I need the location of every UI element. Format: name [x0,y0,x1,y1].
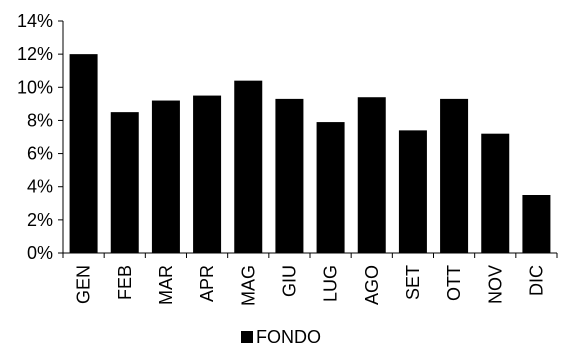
y-tick-label: 14% [17,11,53,31]
y-tick-label: 4% [27,177,53,197]
y-tick-label: 0% [27,243,53,263]
x-tick-label-mag: MAG [238,265,258,306]
bar-ott [440,98,469,253]
x-tick-label-ago: AGO [362,265,382,305]
bar-gen [69,54,98,254]
bar-lug [316,122,345,253]
x-tick-label-nov: NOV [485,265,505,304]
x-tick-label-giu: GIU [279,265,299,297]
bar-set [398,130,427,253]
x-tick-label-dic: DIC [526,265,546,296]
bar-feb [110,112,139,254]
bar-mag [234,80,263,254]
x-tick-label-mar: MAR [156,265,176,305]
bars [69,54,551,254]
x-tick-label-ott: OTT [444,265,464,301]
legend-swatch-fondo [241,331,253,343]
legend-label-fondo: FONDO [256,327,321,347]
x-tick-label-set: SET [403,265,423,300]
x-tick-label-gen: GEN [74,265,94,304]
axes [62,21,558,258]
y-tick-label: 10% [17,77,53,97]
y-tick-label: 2% [27,210,53,230]
bar-ago [357,97,386,253]
bar-giu [275,98,304,253]
y-tick-label: 12% [17,44,53,64]
y-axis-ticks: 0% 2% 4% 6% 8% 10% 12% 14% [17,11,63,263]
bar-apr [193,95,222,253]
x-tick-label-apr: APR [197,265,217,302]
y-tick-label: 8% [27,110,53,130]
bar-mar [151,100,180,254]
bar-nov [481,133,510,253]
x-axis-labels: GEN FEB MAR APR MAG GIU LUG AGO SET OTT NOV DIC [74,265,547,306]
x-tick-label-lug: LUG [321,265,341,302]
legend: FONDO [241,327,321,347]
x-tick-label-feb: FEB [115,265,135,300]
bar-dic [522,195,551,253]
y-tick-label: 6% [27,144,53,164]
